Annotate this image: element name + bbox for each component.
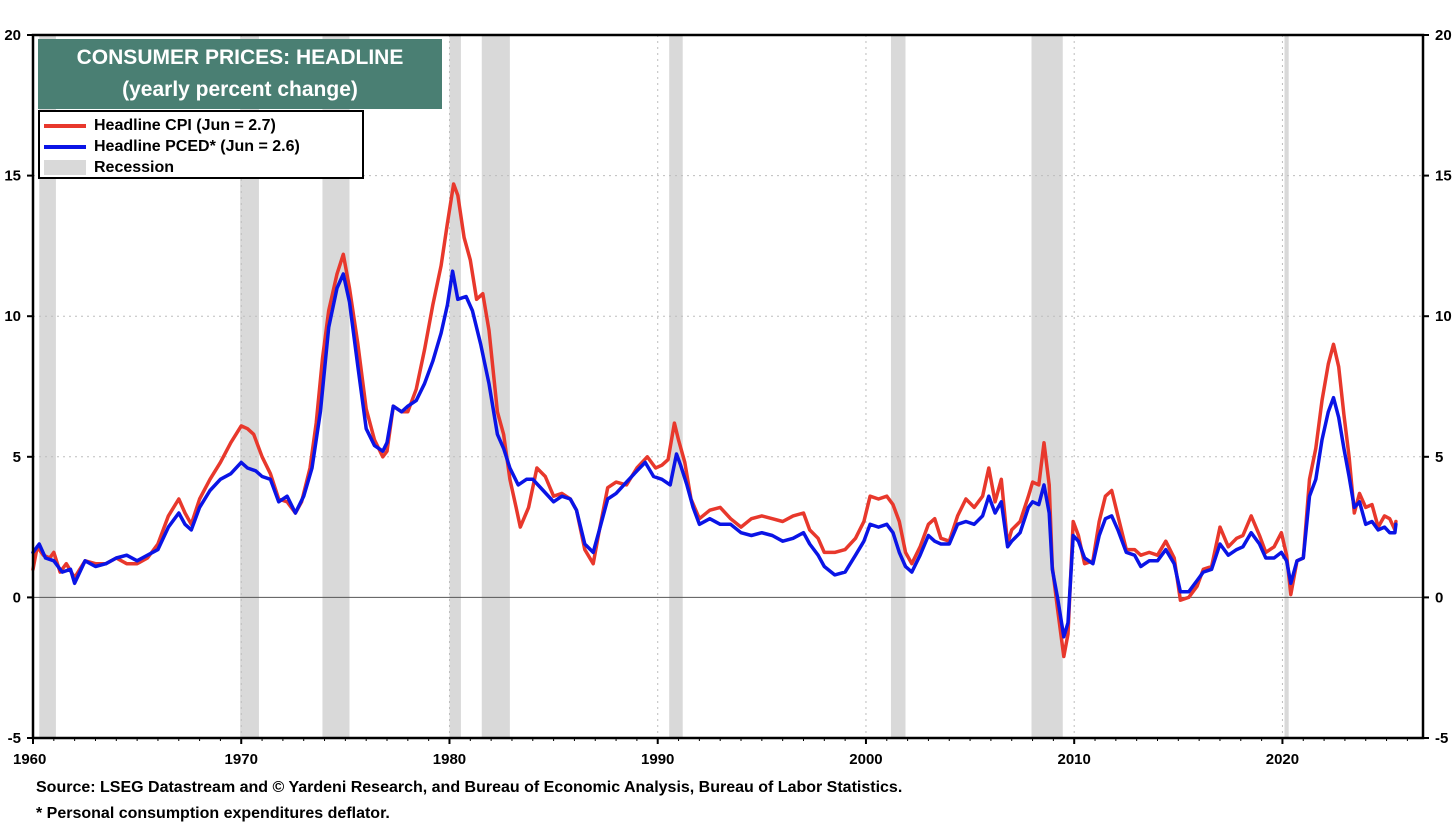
x-tick-label: 2010 <box>1058 751 1091 768</box>
legend-swatch-cpi <box>44 123 86 128</box>
recession-band <box>39 35 56 738</box>
y-tick-label-left: 10 <box>4 308 21 325</box>
legend-swatch-recession <box>44 160 86 175</box>
recession-band <box>449 35 461 738</box>
y-tick-label-left: -5 <box>8 730 21 747</box>
legend-swatch-pced <box>44 144 86 149</box>
x-tick-label: 1980 <box>433 751 466 768</box>
source-note: Source: LSEG Datastream and © Yardeni Re… <box>36 779 903 796</box>
recession-band <box>1031 35 1063 738</box>
x-tick-label: 1960 <box>13 751 46 768</box>
axis-ticks <box>27 34 1429 744</box>
y-tick-label-left: 15 <box>4 168 21 185</box>
legend: Headline CPI (Jun = 2.7) Headline PCED* … <box>38 110 364 179</box>
chart-title: CONSUMER PRICES: HEADLINE (yearly percen… <box>38 39 442 109</box>
legend-item-recession: Recession <box>44 157 174 178</box>
recession-band <box>669 35 683 738</box>
y-tick-label-left: 0 <box>13 589 21 606</box>
recession-band <box>1284 35 1289 738</box>
x-tick-label: 1970 <box>225 751 258 768</box>
y-tick-label-right: 20 <box>1435 27 1452 44</box>
recession-band <box>240 35 259 738</box>
chart-title-line2: (yearly percent change) <box>122 78 358 101</box>
legend-label-recession: Recession <box>94 158 175 176</box>
y-tick-label-right: -5 <box>1435 730 1448 747</box>
y-tick-label-right: 15 <box>1435 168 1452 185</box>
legend-item-pced: Headline PCED* (Jun = 2.6) <box>44 136 300 157</box>
y-tick-label-left: 5 <box>13 449 21 466</box>
recession-band <box>890 35 906 738</box>
legend-label-pced: Headline PCED* (Jun = 2.6) <box>94 137 300 155</box>
chart-title-line1: CONSUMER PRICES: HEADLINE <box>76 46 404 69</box>
series-lines <box>31 182 1398 659</box>
x-tick-label: 1990 <box>641 751 674 768</box>
y-tick-label-right: 0 <box>1435 589 1443 606</box>
plot-frame <box>31 33 1425 740</box>
footnote: * Personal consumption expenditures defl… <box>36 805 390 822</box>
y-tick-label-right: 5 <box>1435 449 1443 466</box>
y-tick-label-left: 20 <box>4 27 21 44</box>
x-tick-label: 2020 <box>1266 751 1299 768</box>
legend-label-cpi: Headline CPI (Jun = 2.7) <box>94 116 276 134</box>
x-tick-label: 2000 <box>849 751 882 768</box>
legend-item-cpi: Headline CPI (Jun = 2.7) <box>44 115 276 136</box>
series-line-pced <box>31 269 1398 639</box>
y-tick-label-right: 10 <box>1435 308 1452 325</box>
gridlines <box>33 35 1423 738</box>
